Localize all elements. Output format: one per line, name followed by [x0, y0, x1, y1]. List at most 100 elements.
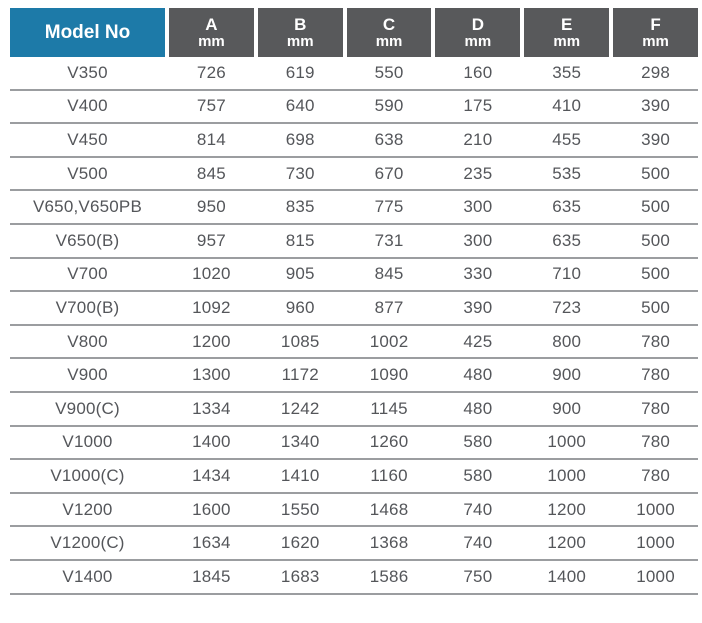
dim-unit: mm: [464, 32, 492, 50]
value-cell: 500: [641, 197, 671, 217]
value-cell: 500: [641, 297, 671, 317]
dim-unit: mm: [375, 32, 403, 50]
model-cell: V1200: [62, 499, 113, 519]
value-cell: 1000: [636, 499, 675, 519]
value-cell: 175: [463, 96, 493, 116]
value-cell: 780: [641, 432, 671, 452]
value-cell: 1340: [280, 432, 320, 452]
value-cell: 757: [196, 96, 226, 116]
model-no-header-cell: Model No: [10, 8, 165, 57]
value-cell: 1468: [369, 499, 409, 519]
value-cell: 300: [463, 230, 493, 250]
dim-header-cell-d: D mm: [435, 8, 521, 57]
table-row: V1000(C) 1434 1410 1160 580 1000 780: [10, 460, 698, 494]
value-cell: 780: [641, 398, 671, 418]
value-cell: 731: [374, 230, 404, 250]
value-cell: 1020: [192, 264, 231, 284]
model-cell: V650(B): [55, 230, 120, 250]
value-cell: 590: [374, 96, 404, 116]
value-cell: 160: [463, 62, 493, 82]
dim-letter: E: [561, 14, 573, 34]
value-cell: 780: [641, 365, 671, 385]
dim-unit: mm: [198, 32, 225, 50]
value-cell: 580: [463, 432, 493, 452]
table-body: V350 726 619 550 160 355 298 V400 757 640 590 175 41…: [10, 57, 698, 595]
dimensions-table: Model No A mm B mm C mm D mm E mm: [10, 8, 698, 595]
table-row: V1200 1600 1550 1468 740 1200 1000: [10, 494, 698, 528]
model-cell: V500: [67, 163, 108, 183]
value-cell: 1242: [280, 398, 320, 418]
value-cell: 900: [552, 365, 582, 385]
value-cell: 330: [463, 264, 493, 284]
value-cell: 500: [641, 163, 671, 183]
table-row: V900 1300 1172 1090 480 900 780: [10, 359, 698, 393]
value-cell: 638: [374, 129, 404, 149]
value-cell: 800: [552, 331, 582, 351]
dim-header-cell-f: F mm: [613, 8, 698, 57]
value-cell: 390: [463, 297, 493, 317]
value-cell: 390: [641, 129, 671, 149]
value-cell: 1000: [636, 566, 675, 586]
value-cell: 455: [552, 129, 582, 149]
value-cell: 877: [374, 297, 404, 317]
value-cell: 300: [463, 197, 493, 217]
value-cell: 1400: [192, 432, 231, 452]
value-cell: 1200: [192, 331, 231, 351]
model-cell: V1400: [62, 566, 113, 586]
value-cell: 905: [285, 264, 315, 284]
table-row: V700 1020 905 845 330 710 500: [10, 259, 698, 293]
table-header-row: Model No A mm B mm C mm D mm E mm: [10, 8, 698, 57]
value-cell: 670: [374, 163, 404, 183]
table-row: V1200(C) 1634 1620 1368 740 1200 1000: [10, 527, 698, 561]
value-cell: 1368: [369, 533, 409, 553]
table-row: V1000 1400 1340 1260 580 1000 780: [10, 427, 698, 461]
value-cell: 535: [552, 163, 582, 183]
value-cell: 775: [374, 197, 404, 217]
table-row: V400 757 640 590 175 410 390: [10, 91, 698, 125]
value-cell: 1145: [370, 398, 408, 418]
value-cell: 726: [196, 62, 226, 82]
value-cell: 750: [463, 566, 493, 586]
model-cell: V800: [67, 331, 108, 351]
value-cell: 740: [463, 533, 493, 553]
value-cell: 1400: [547, 566, 587, 586]
dim-letter: B: [294, 14, 307, 34]
model-cell: V900: [67, 365, 108, 385]
value-cell: 723: [552, 297, 582, 317]
value-cell: 425: [463, 331, 493, 351]
model-cell: V900(C): [55, 398, 120, 418]
value-cell: 635: [552, 197, 582, 217]
value-cell: 1845: [192, 566, 231, 586]
value-cell: 845: [196, 163, 226, 183]
value-cell: 1172: [281, 365, 319, 385]
value-cell: 1410: [280, 465, 320, 485]
table-row: V900(C) 1334 1242 1145 480 900 780: [10, 393, 698, 427]
table-row: V350 726 619 550 160 355 298: [10, 57, 698, 91]
model-cell: V450: [67, 129, 108, 149]
value-cell: 1550: [280, 499, 320, 519]
value-cell: 740: [463, 499, 493, 519]
value-cell: 950: [196, 197, 226, 217]
value-cell: 390: [641, 96, 671, 116]
value-cell: 480: [463, 398, 493, 418]
value-cell: 355: [552, 62, 582, 82]
model-cell: V1200(C): [50, 533, 125, 553]
model-cell: V700(B): [55, 297, 120, 317]
value-cell: 298: [641, 62, 671, 82]
table-row: V500 845 730 670 235 535 500: [10, 158, 698, 192]
value-cell: 1200: [547, 499, 587, 519]
value-cell: 1260: [369, 432, 409, 452]
value-cell: 210: [463, 129, 493, 149]
value-cell: 698: [285, 129, 315, 149]
table-row: V800 1200 1085 1002 425 800 780: [10, 326, 698, 360]
dim-unit: mm: [553, 32, 581, 50]
dim-unit: mm: [642, 32, 669, 50]
value-cell: 235: [463, 163, 493, 183]
value-cell: 1090: [369, 365, 409, 385]
value-cell: 900: [552, 398, 582, 418]
value-cell: 814: [196, 129, 226, 149]
value-cell: 500: [641, 264, 671, 284]
value-cell: 580: [463, 465, 493, 485]
value-cell: 480: [463, 365, 493, 385]
